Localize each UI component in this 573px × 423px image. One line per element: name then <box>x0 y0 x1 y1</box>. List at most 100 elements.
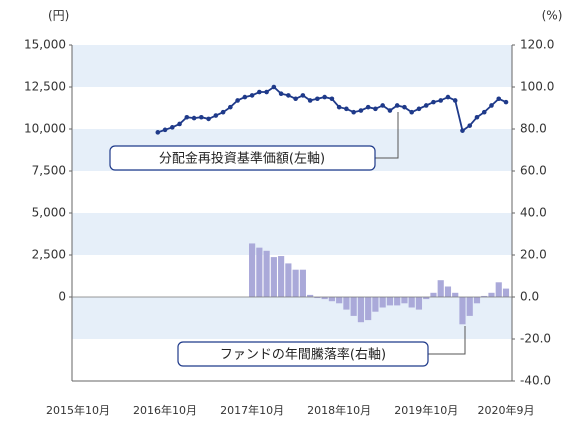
point <box>286 93 291 98</box>
point <box>503 99 509 105</box>
point <box>242 94 248 100</box>
point <box>467 123 473 128</box>
point <box>235 98 240 103</box>
point <box>300 93 306 98</box>
point <box>199 114 204 120</box>
annotation-box <box>177 341 429 367</box>
point <box>155 130 161 135</box>
point <box>373 106 378 112</box>
point <box>489 103 494 108</box>
point <box>336 104 342 110</box>
point <box>474 114 480 120</box>
point <box>278 91 284 97</box>
bar <box>307 294 314 297</box>
point <box>228 104 233 110</box>
point <box>206 116 211 122</box>
y-tick-label: 15,000 <box>24 38 66 52</box>
x-tick-label: 2019年10月 <box>394 403 458 417</box>
point <box>264 89 269 95</box>
y2-tick-label: 120.0 <box>520 38 554 52</box>
point <box>481 109 487 115</box>
bar <box>365 297 372 321</box>
annotation-box <box>109 145 376 171</box>
grid-band <box>72 213 512 255</box>
y-tick-label: 0 <box>58 290 66 304</box>
bar <box>394 297 401 306</box>
point <box>380 103 385 108</box>
bar <box>502 288 510 297</box>
bar <box>408 297 415 308</box>
bar <box>415 297 423 310</box>
bar <box>249 243 256 297</box>
x-tick-label: 2017年10月 <box>220 403 284 417</box>
point <box>496 96 502 102</box>
grid-band <box>72 171 512 213</box>
bar <box>328 297 335 302</box>
bar <box>386 297 394 306</box>
point <box>315 96 320 102</box>
bar <box>430 292 437 297</box>
bar <box>336 297 343 304</box>
y2-tick-label: 80.0 <box>520 122 547 136</box>
point <box>293 96 298 102</box>
y2-tick-label: 40.0 <box>520 206 547 220</box>
callout-line <box>428 326 466 355</box>
point <box>322 94 327 100</box>
annotation: 分配金再投資基準価額(左軸) <box>159 151 325 167</box>
point <box>271 84 277 90</box>
point <box>249 93 255 98</box>
bar <box>343 297 350 310</box>
point <box>213 113 219 118</box>
point <box>431 99 436 105</box>
y-tick-label: 2,500 <box>32 248 66 262</box>
point <box>460 128 465 133</box>
point <box>220 109 226 115</box>
bar <box>292 269 299 297</box>
bar <box>372 297 379 312</box>
point <box>351 109 356 115</box>
point <box>177 121 182 127</box>
y-axis-unit: (円) <box>48 9 69 23</box>
bar <box>459 297 466 325</box>
point <box>184 114 190 120</box>
bar <box>379 297 386 308</box>
bar <box>466 297 473 316</box>
bar <box>263 250 270 297</box>
grid-band <box>72 45 512 87</box>
point <box>162 127 168 133</box>
point <box>452 98 458 103</box>
bar <box>299 269 306 297</box>
point <box>445 94 451 100</box>
y-tick-label: 5,000 <box>32 206 66 220</box>
bar <box>350 297 357 316</box>
point <box>358 108 364 113</box>
bar <box>285 263 292 297</box>
bar <box>314 297 321 299</box>
point <box>344 106 349 112</box>
point <box>402 104 407 110</box>
point <box>394 103 400 108</box>
y2-tick-label: -40.0 <box>520 374 551 388</box>
point <box>257 89 262 95</box>
bar <box>321 297 328 300</box>
x-tick-label: 2018年10月 <box>307 403 371 417</box>
point <box>170 125 175 130</box>
bar <box>481 295 488 297</box>
grid-band <box>72 297 512 339</box>
bar <box>278 256 285 297</box>
point <box>365 104 371 110</box>
bar <box>401 297 408 304</box>
point <box>329 96 335 102</box>
point <box>409 109 414 115</box>
y2-tick-label: 100.0 <box>520 80 554 94</box>
y2-tick-label: 60.0 <box>520 164 547 178</box>
bar <box>495 282 502 297</box>
bar <box>423 297 430 300</box>
bar <box>473 297 481 304</box>
callout-line <box>375 112 399 159</box>
annotation: ファンドの年間騰落率(右軸) <box>220 347 386 363</box>
grid-band <box>72 87 512 129</box>
x-tick-label: 2015年10月 <box>46 403 110 417</box>
point <box>387 108 393 113</box>
